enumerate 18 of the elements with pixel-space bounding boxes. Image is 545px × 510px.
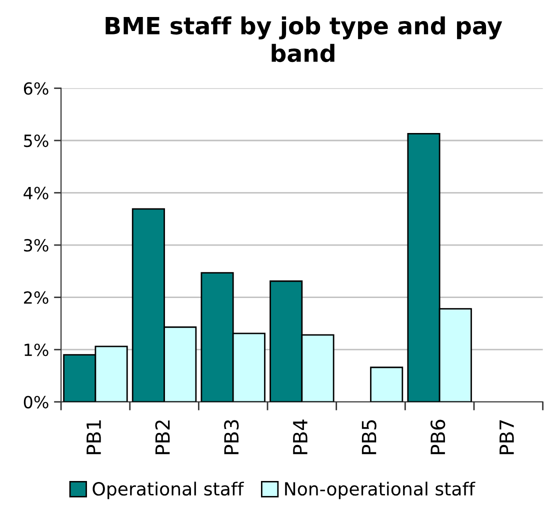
x-tick-label: PB5 xyxy=(362,420,376,454)
bar xyxy=(370,366,404,402)
x-tick-label: PB1 xyxy=(86,420,101,454)
x-tick-label: PB2 xyxy=(155,420,170,454)
chart-title: BME staff by job type and pay band xyxy=(106,16,502,62)
legend-label: Non-operational staff xyxy=(285,482,476,500)
y-tick-label: 6% xyxy=(24,82,48,95)
y-tick-label: 3% xyxy=(24,239,48,252)
x-tick-label: PB7 xyxy=(500,420,514,454)
x-tick-label: PB4 xyxy=(293,420,308,454)
y-tick-label: 0% xyxy=(24,396,48,408)
x-tick-label: PB6 xyxy=(430,420,446,454)
y-tick-label: 4% xyxy=(24,186,48,200)
y-tick-label: 2% xyxy=(24,291,48,304)
y-tick-label: 5% xyxy=(24,134,48,148)
y-tick-label: 1% xyxy=(24,344,48,356)
x-tick-label: PB3 xyxy=(224,420,239,454)
legend-label: Operational staff xyxy=(92,482,244,500)
